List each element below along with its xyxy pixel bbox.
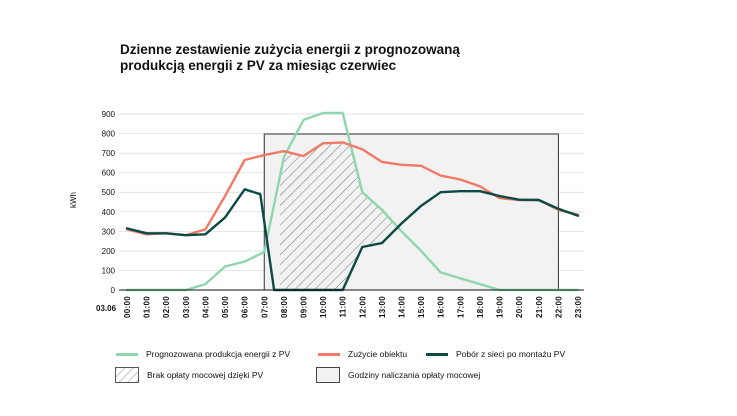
x-tick-label: 16:00	[437, 296, 446, 318]
legend-grid-label: Pobór z sieci po montażu PV	[456, 349, 566, 359]
legend-consumption-label: Zużycie obiektu	[348, 349, 408, 359]
x-tick-label: 03:00	[182, 296, 191, 318]
y-tick-label: 0	[111, 286, 116, 295]
legend-hatched-label: Brak opłaty mocowej dzięki PV	[147, 370, 264, 380]
legend-pv-label: Prognozowana produkcja energii z PV	[146, 349, 291, 359]
x-tick-label: 12:00	[358, 296, 367, 318]
y-tick-label: 200	[102, 247, 116, 256]
legend-pv-swatch	[116, 352, 138, 356]
x-tick-label: 19:00	[496, 296, 505, 318]
legend-grid-swatch	[426, 352, 448, 356]
legend-shaded-label: Godziny naliczania opłaty mocowej	[348, 370, 481, 380]
x-tick-label: 04:00	[201, 296, 210, 318]
legend-pv: Prognozowana produkcja energii z PV	[116, 349, 290, 359]
x-tick-label: 08:00	[280, 296, 289, 318]
y-tick-label: 400	[102, 208, 116, 217]
legend-consumption: Zużycie obiektu	[318, 349, 407, 359]
x-tick-label: 09:00	[299, 296, 308, 318]
x-tick-label: 20:00	[515, 296, 524, 318]
legend-grid: Pobór z sieci po montażu PV	[426, 349, 565, 359]
x-tick-label: 22:00	[554, 296, 563, 318]
x-tick-label: 02:00	[162, 296, 171, 318]
x-tick-label: 15:00	[417, 296, 426, 318]
y-tick-label: 500	[102, 188, 116, 197]
x-tick-label: 06:00	[241, 296, 250, 318]
y-tick-label: 700	[102, 149, 116, 158]
x-tick-label: 14:00	[398, 296, 407, 318]
legend-hatched: Brak opłaty mocowej dzięki PV	[115, 367, 263, 383]
x-tick-label: 13:00	[378, 296, 387, 318]
x-tick-label: 21:00	[535, 296, 544, 318]
series-line-consumption	[125, 141, 580, 237]
y-axis-label: kWh	[69, 192, 78, 208]
x-tick-label: 17:00	[456, 296, 465, 318]
x-tick-label: 07:00	[260, 296, 269, 318]
y-tick-label: 800	[102, 130, 116, 139]
legend-shaded: Godziny naliczania opłaty mocowej	[316, 367, 480, 383]
chart-title: Dzienne zestawienie zużycia energii z pr…	[120, 42, 540, 74]
x-tick-label: 18:00	[476, 296, 485, 318]
x-tick-label: 23:00	[574, 296, 583, 318]
x-tick-label: 10:00	[319, 296, 328, 318]
y-tick-label: 600	[102, 169, 116, 178]
y-tick-label: 300	[102, 227, 116, 236]
legend-hatched-swatch	[115, 367, 139, 383]
legend-shaded-swatch	[316, 367, 340, 383]
y-tick-label: 100	[102, 266, 116, 275]
chart-title-line-2: produkcją energii z PV za miesiąc czerwi…	[120, 58, 397, 73]
pv-savings-hatched-area	[279, 142, 400, 290]
date-label: 03.06	[96, 304, 117, 313]
y-tick-label: 900	[102, 110, 116, 119]
chart-title-line-1: Dzienne zestawienie zużycia energii z pr…	[120, 42, 460, 57]
x-tick-label: 11:00	[339, 296, 348, 318]
legend-consumption-swatch	[318, 352, 340, 356]
x-tick-label: 05:00	[221, 296, 230, 318]
x-tick-label: 01:00	[143, 296, 152, 318]
x-tick-label: 00:00	[123, 296, 132, 318]
